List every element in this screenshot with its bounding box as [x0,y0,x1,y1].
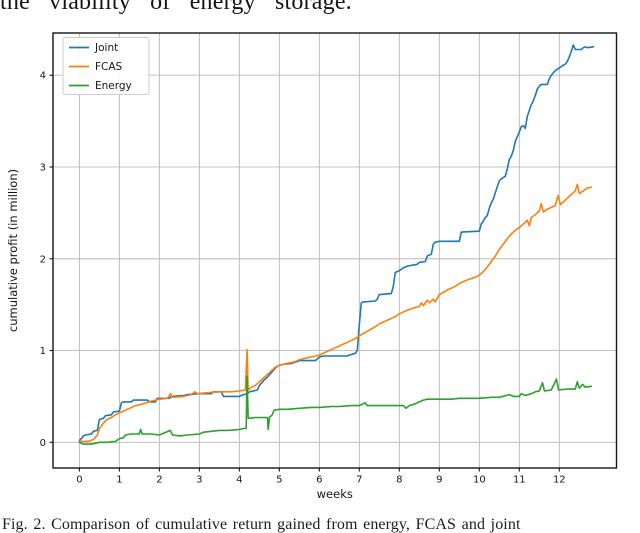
x-tick-label: 5 [276,475,282,486]
y-tick-label: 0 [40,438,46,449]
x-tick-label: 11 [513,475,526,486]
legend-label-joint: Joint [94,42,118,54]
series-fcas-line [78,183,593,443]
y-tick-label: 4 [40,71,46,82]
series-energy-line [78,375,593,445]
x-tick-label: 9 [436,475,442,486]
series-joint-line [78,44,595,442]
x-tick-label: 3 [196,475,202,486]
figure-caption: Fig. 2. Comparison of cumulative return … [2,516,640,533]
body-text-fragment: the viability of energy storage. [0,0,640,14]
legend-label-energy: Energy [95,80,132,92]
plot-border [52,32,618,469]
x-tick-label: 4 [236,475,242,486]
figure-caption-text: Fig. 2. Comparison of cumulative return … [2,516,521,533]
x-tick-label: 2 [156,475,162,486]
y-tick-label: 2 [40,254,46,265]
x-tick-label: 6 [316,475,322,486]
body-text: the viability of energy storage. [0,0,352,14]
y-tick-label: 3 [40,162,46,173]
legend-box [62,37,150,95]
y-tick-label: 1 [40,346,46,357]
y-axis-label: cumulative profit (in million) [6,169,20,332]
x-axis-label: weeks [317,487,353,501]
x-tick-label: 7 [356,475,362,486]
x-tick-label: 10 [473,475,486,486]
x-tick-label: 8 [396,475,402,486]
x-tick-label: 12 [553,475,566,486]
gridlines [53,33,617,468]
x-tick-label: 0 [76,475,82,486]
y-axis: 0 1 2 3 4 cumulative profit (in million) [6,71,53,449]
x-tick-label: 1 [116,475,122,486]
legend: Joint FCAS Energy [62,37,150,95]
legend-label-fcas: FCAS [95,61,123,73]
